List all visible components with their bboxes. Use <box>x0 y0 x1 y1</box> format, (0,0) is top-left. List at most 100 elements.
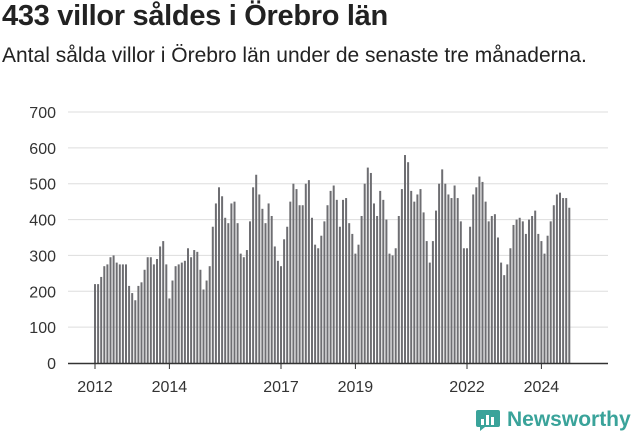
bar <box>518 217 521 363</box>
bar <box>190 257 193 363</box>
bar <box>320 235 323 363</box>
bar <box>202 289 205 363</box>
bar <box>177 264 180 363</box>
bar <box>484 201 487 363</box>
bar <box>326 205 329 363</box>
bar <box>555 194 558 363</box>
bar <box>224 217 227 363</box>
bar <box>273 246 276 363</box>
bar <box>276 260 279 363</box>
y-tick-label: 600 <box>29 141 56 158</box>
bar <box>425 241 428 363</box>
bar <box>180 262 183 363</box>
bar <box>140 282 143 363</box>
bar <box>94 284 96 363</box>
bar <box>97 284 100 363</box>
bar <box>357 244 360 363</box>
bar <box>509 248 512 363</box>
bar <box>230 203 233 363</box>
bar <box>546 235 549 363</box>
bar <box>109 257 112 363</box>
bar <box>531 215 534 363</box>
bar <box>249 221 251 363</box>
bar <box>431 241 434 363</box>
bar <box>245 250 248 363</box>
bar <box>435 210 437 363</box>
bar <box>562 198 565 363</box>
bar <box>354 253 357 363</box>
bar <box>174 266 177 363</box>
bar <box>255 174 258 363</box>
bar <box>512 224 515 363</box>
bar <box>475 187 478 363</box>
bar <box>171 280 174 363</box>
bar <box>456 198 459 363</box>
bar <box>314 244 317 363</box>
bar <box>233 201 236 363</box>
y-tick-label: 0 <box>47 356 56 373</box>
bar <box>447 194 450 363</box>
bar <box>366 167 369 363</box>
bar <box>311 217 313 363</box>
bar <box>534 210 537 363</box>
x-tick-label: 2019 <box>338 379 374 396</box>
bar <box>413 201 416 363</box>
bar <box>283 239 286 363</box>
bar <box>187 248 189 363</box>
bar <box>221 196 224 363</box>
bar <box>568 207 571 363</box>
bar <box>239 253 242 363</box>
x-tick-label: 2012 <box>77 379 113 396</box>
bar <box>416 194 419 363</box>
bar <box>469 226 472 363</box>
bar <box>528 219 530 363</box>
bar <box>450 198 453 363</box>
bar <box>506 264 509 363</box>
bar <box>137 285 140 363</box>
bar <box>208 266 211 363</box>
bar <box>205 280 208 363</box>
bar <box>521 221 524 363</box>
bar <box>382 199 385 363</box>
bar <box>304 183 307 363</box>
bar <box>112 255 115 363</box>
bar <box>487 221 490 363</box>
chart-title: 433 villor såldes i Örebro län <box>2 0 388 32</box>
bar <box>552 205 555 363</box>
bar <box>168 298 171 363</box>
x-tick-label: 2017 <box>263 379 299 396</box>
latest-value-annotation: 433 <box>560 0 590 4</box>
y-tick-label: 300 <box>29 248 56 265</box>
bar <box>211 226 214 363</box>
bar <box>301 205 304 363</box>
bar <box>524 233 527 363</box>
newsworthy-logo[interactable]: Newsworthy <box>475 408 631 432</box>
bar <box>106 264 109 363</box>
bar <box>270 215 273 363</box>
bar <box>453 185 456 363</box>
bar <box>295 189 298 363</box>
bar <box>335 199 338 363</box>
bar <box>490 215 493 363</box>
bar <box>466 248 468 363</box>
bar <box>115 262 118 363</box>
bar <box>280 266 282 363</box>
bar <box>317 248 320 363</box>
bar <box>376 215 379 363</box>
bar <box>183 260 186 363</box>
bar <box>143 269 146 363</box>
bar <box>379 190 382 363</box>
bar <box>559 192 561 363</box>
y-tick-label: 400 <box>29 213 56 230</box>
bar <box>394 248 397 363</box>
y-tick-label: 200 <box>29 284 56 301</box>
bar <box>162 241 165 363</box>
bar <box>391 255 394 363</box>
bar <box>103 266 106 363</box>
bar <box>478 176 481 363</box>
bar <box>292 183 295 363</box>
bar <box>360 215 363 363</box>
bar <box>131 293 134 363</box>
y-tick-label: 500 <box>29 177 56 194</box>
bar <box>397 215 400 363</box>
